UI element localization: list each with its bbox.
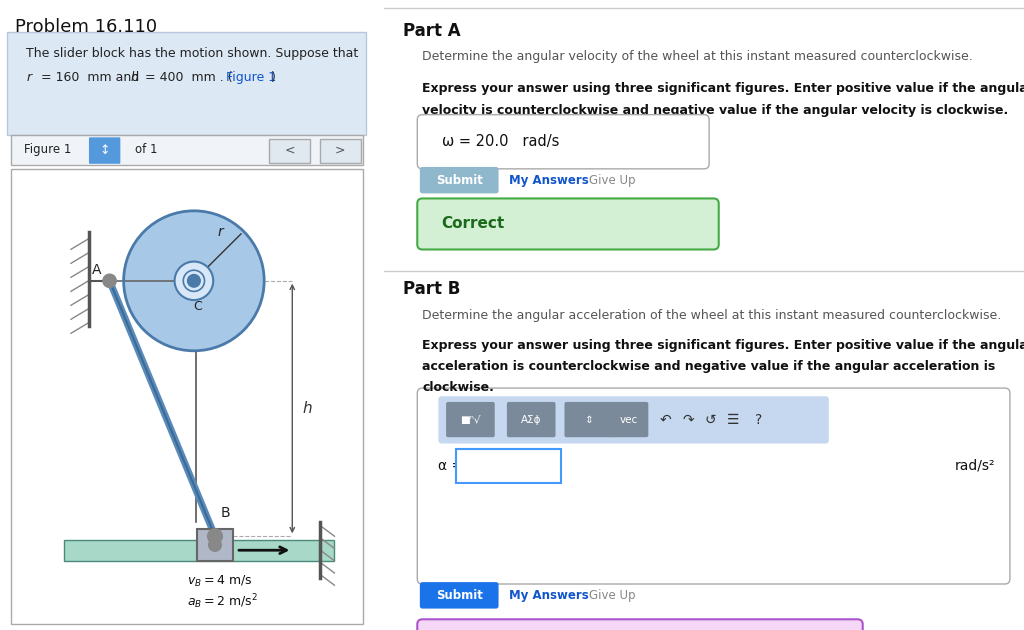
Text: ↕: ↕ (99, 144, 110, 157)
Text: h: h (303, 401, 312, 416)
Text: $a_B = 2\ \mathrm{m/s}^2$: $a_B = 2\ \mathrm{m/s}^2$ (186, 592, 258, 611)
FancyBboxPatch shape (418, 198, 719, 249)
Circle shape (209, 539, 221, 551)
FancyBboxPatch shape (457, 449, 561, 483)
Text: Submit: Submit (436, 174, 482, 186)
Text: clockwise.: clockwise. (422, 381, 495, 394)
FancyBboxPatch shape (63, 540, 335, 561)
Text: ↶: ↶ (659, 413, 672, 427)
Text: Give Up: Give Up (589, 589, 635, 602)
FancyBboxPatch shape (11, 135, 362, 165)
FancyBboxPatch shape (609, 402, 648, 437)
Text: of 1: of 1 (134, 144, 157, 156)
FancyBboxPatch shape (418, 115, 709, 169)
Text: = 400  mm . (: = 400 mm . ( (141, 71, 232, 84)
Text: Determine the angular velocity of the wheel at this instant measured countercloc: Determine the angular velocity of the wh… (422, 50, 973, 64)
FancyBboxPatch shape (564, 402, 613, 437)
Text: B: B (220, 506, 229, 520)
FancyBboxPatch shape (420, 582, 499, 609)
Text: Figure 1: Figure 1 (25, 144, 72, 156)
Text: Figure 1: Figure 1 (226, 71, 276, 84)
Text: Problem 16.110: Problem 16.110 (15, 18, 157, 36)
Circle shape (103, 275, 116, 287)
FancyBboxPatch shape (507, 402, 555, 437)
FancyBboxPatch shape (11, 169, 362, 624)
Text: AΣϕ: AΣϕ (521, 415, 542, 425)
FancyBboxPatch shape (319, 139, 360, 163)
Text: Determine the angular acceleration of the wheel at this instant measured counter: Determine the angular acceleration of th… (422, 309, 1001, 322)
Text: ↷: ↷ (682, 413, 694, 427)
Text: ↺: ↺ (705, 413, 716, 427)
Text: My Answers: My Answers (509, 174, 589, 186)
Text: acceleration is counterclockwise and negative value if the angular acceleration : acceleration is counterclockwise and neg… (422, 360, 995, 373)
Text: vec: vec (620, 415, 638, 425)
Text: ⇕: ⇕ (585, 415, 593, 425)
Text: α =: α = (438, 459, 464, 472)
FancyBboxPatch shape (446, 402, 495, 437)
Text: Part A: Part A (403, 22, 461, 40)
FancyBboxPatch shape (7, 32, 367, 135)
Text: r: r (218, 225, 223, 239)
FancyBboxPatch shape (418, 619, 862, 630)
Text: ?: ? (755, 413, 762, 427)
Text: h: h (131, 71, 138, 84)
Text: Part B: Part B (403, 280, 461, 299)
Text: ): ) (271, 71, 275, 84)
Text: ■ⁿ√: ■ⁿ√ (460, 415, 480, 425)
FancyBboxPatch shape (438, 396, 828, 444)
FancyBboxPatch shape (269, 139, 310, 163)
Text: Submit: Submit (436, 589, 482, 602)
Text: rad/s²: rad/s² (954, 459, 995, 472)
Circle shape (174, 261, 213, 300)
FancyBboxPatch shape (420, 167, 499, 193)
Text: The slider block has the motion shown. Suppose that: The slider block has the motion shown. S… (27, 47, 358, 60)
FancyBboxPatch shape (89, 137, 121, 164)
Text: = 160  mm and: = 160 mm and (37, 71, 143, 84)
FancyBboxPatch shape (198, 529, 232, 561)
Text: My Answers: My Answers (509, 589, 589, 602)
Text: Express your answer using three significant figures. Enter positive value if the: Express your answer using three signific… (422, 339, 1024, 352)
Text: $v_B = 4\ \mathrm{m/s}$: $v_B = 4\ \mathrm{m/s}$ (186, 574, 252, 589)
Text: ☰: ☰ (727, 413, 739, 427)
FancyBboxPatch shape (418, 388, 1010, 584)
Circle shape (208, 529, 222, 543)
Text: Correct: Correct (441, 215, 505, 231)
Text: ω = 20.0   rad/s: ω = 20.0 rad/s (441, 134, 559, 149)
Text: r: r (27, 71, 32, 84)
Text: Express your answer using three significant figures. Enter positive value if the: Express your answer using three signific… (422, 82, 1024, 95)
Text: velocity is counterclockwise and negative value if the angular velocity is clock: velocity is counterclockwise and negativ… (422, 104, 1009, 117)
Text: >: > (335, 144, 345, 157)
Text: 127: 127 (462, 458, 490, 473)
Circle shape (124, 211, 264, 351)
Text: A: A (92, 263, 101, 277)
Circle shape (187, 275, 201, 287)
Text: <: < (285, 144, 295, 157)
Text: Give Up: Give Up (589, 174, 635, 186)
Text: C: C (194, 300, 202, 313)
